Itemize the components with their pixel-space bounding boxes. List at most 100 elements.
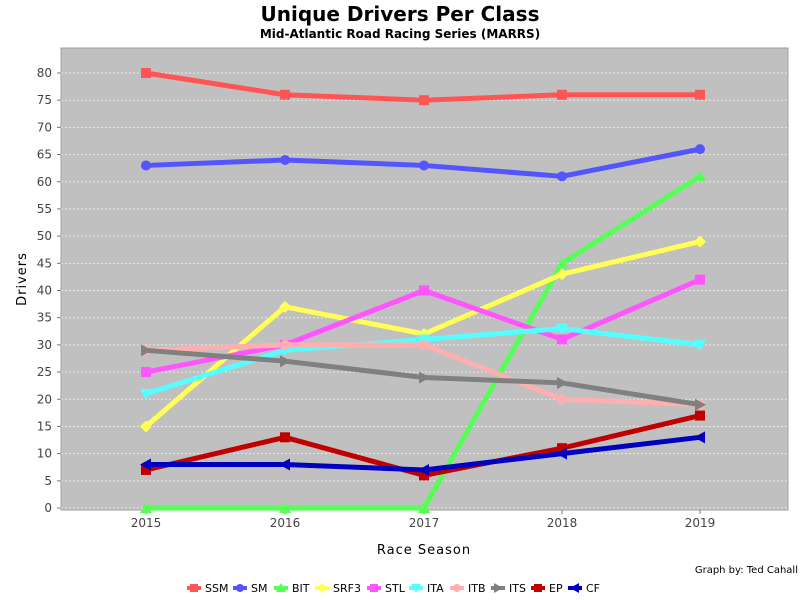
data-point-srf3 (556, 268, 568, 281)
x-axis: 2015 2016 2017 2018 2019 (131, 510, 716, 530)
legend-label-ep: EP (549, 582, 563, 595)
legend-item-itb: ITB (450, 582, 486, 595)
legend-marker-itb (453, 584, 461, 592)
legend-label-ita: ITA (427, 582, 444, 595)
y-tick-label: 5 (44, 474, 52, 488)
chart-subtitle: Mid-Atlantic Road Racing Series (MARRS) (260, 27, 540, 41)
data-point-bit (418, 502, 430, 513)
data-point-cf (556, 447, 567, 460)
series-ep (141, 410, 705, 481)
y-tick-label: 70 (37, 120, 52, 134)
legend-marker-stl (370, 584, 378, 592)
legend-label-bit: BIT (292, 582, 310, 595)
data-point-cf (140, 458, 151, 471)
legend-marker-ep (534, 584, 542, 592)
data-point-itb (557, 394, 567, 405)
legend-item-sm: SM (233, 582, 267, 595)
legend-label-itb: ITB (468, 582, 486, 595)
legend-item-stl: STL (367, 582, 406, 595)
series-lines (140, 68, 706, 513)
data-point-ep (695, 410, 705, 421)
chart-title: Unique Drivers Per Class (261, 2, 540, 26)
y-tick-label: 55 (37, 202, 52, 216)
credit-text: Graph by: Ted Cahall (695, 565, 798, 576)
data-point-its (419, 371, 430, 384)
y-tick-label: 30 (37, 338, 52, 352)
x-tick-label: 2015 (131, 516, 162, 530)
data-point-its (141, 344, 152, 357)
data-point-its (695, 398, 706, 411)
data-point-stl (419, 285, 429, 296)
data-point-stl (695, 274, 705, 285)
data-point-itb (280, 339, 290, 350)
x-axis-label: Race Season (377, 543, 471, 558)
y-tick-label: 75 (37, 93, 52, 107)
data-point-itb (419, 339, 429, 350)
series-sm (141, 144, 705, 182)
data-point-bit (140, 502, 152, 513)
legend-marker-srf3 (317, 583, 327, 593)
data-point-cf (694, 431, 705, 444)
series-bit (140, 170, 706, 513)
legend-item-ep: EP (531, 582, 563, 595)
data-point-ita (140, 388, 152, 400)
y-tick-label: 15 (37, 419, 52, 433)
y-tick-label: 80 (37, 66, 52, 80)
data-point-bit (556, 257, 568, 269)
y-tick-label: 20 (37, 392, 52, 406)
legend-marker-cf (570, 583, 579, 593)
data-point-cf (418, 463, 429, 476)
legend-marker-sm (236, 584, 244, 592)
legend-label-cf: CF (586, 582, 600, 595)
data-point-stl (141, 367, 151, 378)
y-tick-label: 60 (37, 175, 52, 189)
legend: SSM SM BIT SRF3 STL ITA ITB ITS EP CF (187, 582, 600, 595)
data-point-ep (419, 470, 429, 481)
legend-item-cf: CF (568, 582, 600, 595)
y-tick-label: 45 (37, 256, 52, 270)
legend-item-ssm: SSM (187, 582, 228, 595)
legend-label-stl: STL (385, 582, 406, 595)
data-point-srf3 (140, 420, 152, 433)
data-point-sm (280, 155, 290, 165)
legend-label-its: ITS (509, 582, 526, 595)
y-tick-label: 65 (37, 148, 52, 162)
series-its (141, 344, 706, 411)
data-point-srf3 (279, 300, 291, 313)
data-point-sm (557, 171, 567, 182)
legend-label-ssm: SSM (205, 582, 228, 595)
data-point-ep (280, 432, 290, 443)
series-ssm (141, 68, 705, 106)
data-point-ssm (419, 95, 429, 106)
data-point-ita (556, 323, 568, 335)
legend-item-srf3: SRF3 (315, 582, 361, 595)
legend-item-its: ITS (491, 582, 526, 595)
data-point-ssm (141, 68, 151, 78)
x-tick-label: 2019 (685, 516, 716, 530)
data-point-ep (557, 443, 567, 454)
data-point-bit (694, 170, 706, 182)
legend-marker-ssm (190, 584, 198, 592)
legend-marker-its (494, 583, 503, 593)
y-tick-label: 40 (37, 284, 52, 298)
data-point-sm (419, 160, 429, 171)
data-point-srf3 (694, 235, 706, 248)
y-tick-label: 25 (37, 365, 52, 379)
x-tick-label: 2016 (270, 516, 301, 530)
data-point-ep (141, 464, 151, 475)
legend-item-bit: BIT (274, 582, 310, 595)
y-tick-label: 35 (37, 311, 52, 325)
data-point-stl (557, 334, 567, 345)
legend-marker-ita (411, 584, 421, 593)
y-tick-label: 10 (37, 447, 52, 461)
x-tick-label: 2018 (547, 516, 578, 530)
data-point-ssm (695, 89, 705, 100)
data-point-sm (695, 144, 705, 155)
data-point-sm (141, 160, 151, 171)
legend-marker-bit (276, 583, 286, 592)
plot-area (60, 47, 789, 511)
y-axis: 0 5 10 15 20 25 30 35 40 45 50 55 60 65 70 75 80 (37, 66, 61, 515)
data-point-bit (279, 502, 291, 513)
data-point-ssm (557, 89, 567, 100)
